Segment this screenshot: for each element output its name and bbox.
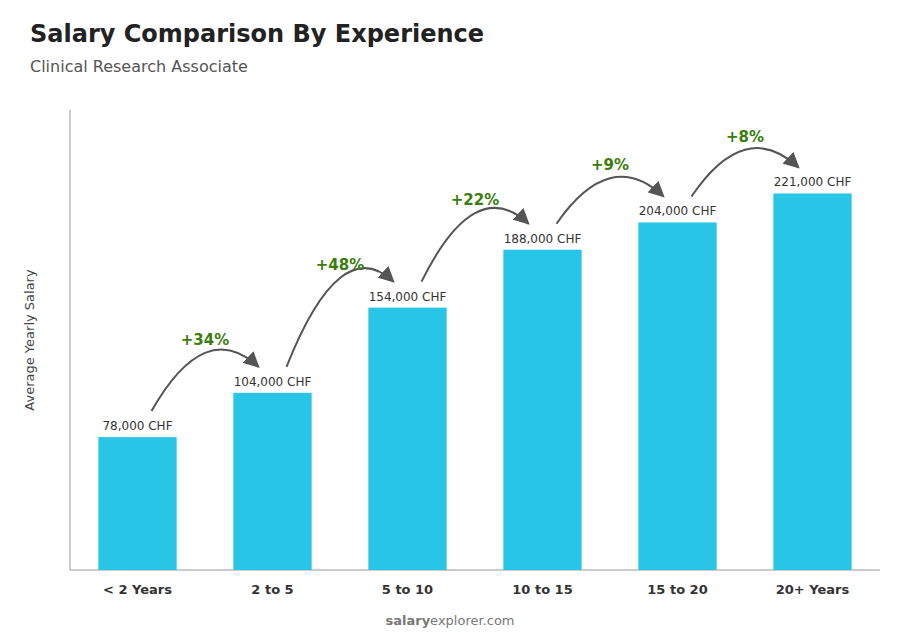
bar	[233, 393, 311, 570]
bar	[503, 250, 581, 570]
watermark-part: salary	[385, 613, 430, 628]
data-label: 78,000 CHF	[102, 419, 172, 433]
x-tick-label: < 2 Years	[103, 582, 172, 597]
chart: Salary Comparison By Experience Clinical …	[0, 0, 900, 641]
change-label: +8%	[726, 128, 764, 146]
bar	[368, 308, 446, 570]
x-tick-label: 10 to 15	[512, 582, 572, 597]
bar	[773, 193, 851, 570]
subtitle: Clinical Research Associate	[30, 57, 248, 76]
data-label: 104,000 CHF	[234, 375, 312, 389]
x-axis-line	[70, 570, 880, 571]
change-label: +9%	[591, 156, 629, 174]
y-axis-label: Average Yearly Salary	[22, 269, 37, 411]
bar	[638, 222, 716, 570]
x-tick-label: 15 to 20	[647, 582, 707, 597]
data-label: 154,000 CHF	[369, 290, 447, 304]
y-axis-line	[70, 110, 71, 570]
data-label: 221,000 CHF	[774, 175, 852, 189]
change-label: +22%	[451, 191, 499, 209]
change-label: +48%	[316, 256, 364, 274]
title: Salary Comparison By Experience	[30, 20, 484, 48]
data-label: 204,000 CHF	[639, 204, 717, 218]
watermark: salaryexplorer.com	[385, 613, 514, 628]
change-arrow	[422, 208, 529, 282]
watermark-part: explorer.com	[430, 613, 514, 628]
data-label: 188,000 CHF	[504, 232, 582, 246]
change-arrow	[152, 349, 259, 411]
bar	[98, 437, 176, 570]
bars	[98, 193, 851, 570]
x-tick-label: 2 to 5	[251, 582, 293, 597]
change-arrow	[287, 268, 394, 367]
change-arrow	[557, 177, 664, 224]
x-tick-label: 5 to 10	[382, 582, 433, 597]
change-label: +34%	[181, 331, 229, 349]
x-tick-label: 20+ Years	[776, 582, 850, 597]
change-arrow	[692, 148, 799, 196]
